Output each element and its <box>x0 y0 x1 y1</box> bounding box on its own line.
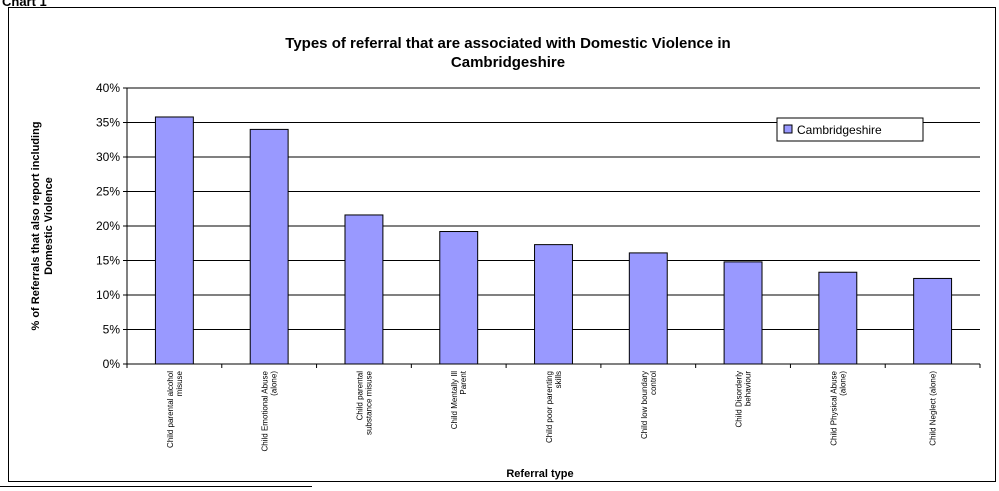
x-tick-label: Child Mentally Ill Parent <box>450 370 468 429</box>
bar <box>534 244 573 365</box>
x-tick-label-line: Child Disorderly <box>735 371 744 427</box>
chart-title-line: Types of referral that are associated wi… <box>285 35 730 52</box>
x-tick-label-line: Child parental alcohol <box>166 371 175 448</box>
x-tick-label: Child Emotional Abuse (alone) <box>261 370 279 451</box>
legend-swatch <box>783 124 793 134</box>
x-tick-label-line: Child low boundary <box>640 371 649 439</box>
x-tick-label: Child Physical Abuse (alone) <box>829 370 847 445</box>
chart-title-line: Cambridgeshire <box>451 54 565 71</box>
x-tick-label: Child parental substance misuse <box>355 370 373 435</box>
x-tick-label-line: behaviour <box>744 371 753 406</box>
axes <box>126 88 981 368</box>
x-tick-label-line: substance misuse <box>364 370 373 435</box>
bar <box>628 252 668 365</box>
bar <box>913 277 953 365</box>
chart-caption: Chart 1 <box>2 0 47 9</box>
x-tick-label-line: skills <box>554 371 563 388</box>
bar <box>439 231 479 365</box>
y-tick-label: 5% <box>103 323 121 337</box>
x-tick-label-line: Child Emotional Abuse <box>261 370 270 451</box>
bar <box>249 128 289 365</box>
y-tick-label: 25% <box>96 185 120 199</box>
y-tick-label: 20% <box>96 219 120 233</box>
bar <box>154 116 194 365</box>
x-tick-label: Child Neglect (alone) <box>929 371 938 446</box>
x-tick-label: Child poor parenting skills <box>545 371 563 443</box>
x-tick-label-line: Child Mentally Ill <box>450 371 459 429</box>
legend-label: Cambridgeshire <box>797 123 882 137</box>
bar <box>344 214 384 365</box>
y-axis-title: % of Referrals that also report includin… <box>30 121 55 330</box>
y-tick-label: 15% <box>96 254 120 268</box>
x-tick-label: Child low boundary control <box>640 371 658 439</box>
x-tick-label-line: Child Neglect (alone) <box>929 371 938 446</box>
x-tick-label-line: (alone) <box>270 371 279 396</box>
y-tick-label: 30% <box>96 150 120 164</box>
x-tick-label-line: misuse <box>175 370 184 396</box>
bar <box>723 261 763 365</box>
x-tick-label-line: control <box>649 371 658 395</box>
x-category-labels: Child parental alcohol misuse Child Emotio… <box>166 370 938 451</box>
x-tick-label-line: Parent <box>459 370 468 394</box>
x-tick-label-line: Child parental <box>355 371 364 421</box>
chart-frame <box>8 7 996 482</box>
x-axis-title: Referral type <box>506 468 573 480</box>
legend-box <box>776 117 924 142</box>
y-axis-title-line: Domestic Violence <box>43 177 55 275</box>
y-tick-label: 35% <box>96 116 120 130</box>
y-tick-label: 0% <box>103 357 121 371</box>
x-tick-label: Child Disorderly behaviour <box>735 371 753 428</box>
x-tick-label-line: Child Physical Abuse <box>829 370 838 445</box>
x-tick-label-line: Child poor parenting <box>545 371 554 443</box>
x-tick-label: Child parental alcohol misuse <box>166 370 184 447</box>
chart-title: Types of referral that are associated wi… <box>285 35 730 71</box>
y-tick-label: 10% <box>96 288 120 302</box>
bar <box>818 271 858 365</box>
x-tick-label-line: (alone) <box>838 371 847 396</box>
y-tick-label: 40% <box>96 81 120 95</box>
legend: Cambridgeshire <box>776 117 924 142</box>
y-tick-labels: 0% 5% 10% 15% 20% 25% 30% 35% 40% <box>96 81 120 371</box>
footnote-separator <box>0 486 312 487</box>
y-axis-title-line: % of Referrals that also report includin… <box>30 121 42 330</box>
bars <box>154 116 953 365</box>
